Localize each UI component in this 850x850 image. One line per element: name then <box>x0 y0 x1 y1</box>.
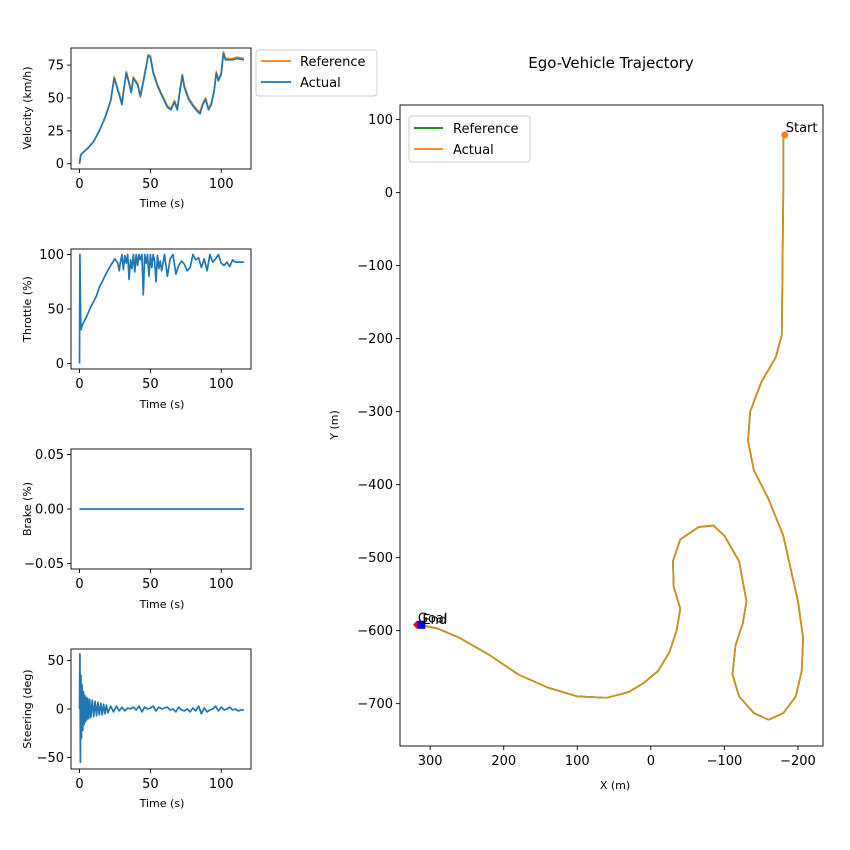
velocity-lines <box>78 51 245 164</box>
velocity-ylabel: Velocity (km/h) <box>21 67 34 150</box>
trajectory-ytick-label: −700 <box>357 697 393 712</box>
brake-xlabel: Time (s) <box>139 598 185 611</box>
brake-xtick-label: 0 <box>75 577 83 592</box>
steering-ytick-label: 0 <box>56 703 64 718</box>
annotation-start: Start <box>786 121 818 136</box>
velocity-xlabel: Time (s) <box>139 197 185 210</box>
velocity-legend: Reference Actual <box>255 49 378 97</box>
trajectory-series-reference <box>416 134 804 721</box>
trajectory-series-actual <box>416 134 804 721</box>
trajectory-xlabel: X (m) <box>600 779 630 792</box>
velocity-ytick-label: 75 <box>47 59 64 74</box>
steering-xlabel: Time (s) <box>139 797 185 810</box>
throttle-lines <box>78 253 244 364</box>
annotation-goal: Goal <box>418 611 448 626</box>
trajectory-ytick-label: −200 <box>357 332 393 347</box>
steering-panel: 0 50 100 −50 0 50 Time (s) Steering (deg) <box>21 648 252 810</box>
brake-ytick-label: 0.00 <box>35 503 64 518</box>
trajectory-ytick-label: 100 <box>368 113 393 128</box>
start-marker <box>781 131 789 139</box>
trajectory-xtick-label: −100 <box>707 754 743 769</box>
velocity-x-ticks: 0 50 100 <box>75 169 234 192</box>
throttle-panel: 0 50 100 0 50 100 Time (s) Throttle (%) <box>21 248 252 411</box>
trajectory-ytick-label: −500 <box>357 551 393 566</box>
steering-xtick-label: 100 <box>209 777 234 792</box>
steering-xtick-label: 50 <box>142 777 159 792</box>
trajectory-axes-frame <box>399 104 824 747</box>
velocity-xtick-label: 0 <box>75 177 83 192</box>
velocity-y-ticks: 0 25 50 75 <box>47 59 71 172</box>
trajectory-ytick-label: 0 <box>385 186 393 201</box>
velocity-legend-actual-label: Actual <box>300 76 341 91</box>
trajectory-ytick-label: −300 <box>357 405 393 420</box>
velocity-panel: 0 50 100 0 25 50 75 Time (s) Velocity (km/h) <box>21 47 252 210</box>
trajectory-x-ticks: 300 200 100 0 −100 −200 <box>418 746 816 769</box>
trajectory-panel: Ego-Vehicle Trajectory 300 200 100 0 −100 −20… <box>328 54 824 792</box>
brake-ytick-label: −0.05 <box>24 557 64 572</box>
velocity-xtick-label: 50 <box>142 177 159 192</box>
steering-xtick-label: 0 <box>75 777 83 792</box>
trajectory-legend: Reference Actual <box>408 115 531 163</box>
brake-xtick-label: 100 <box>209 577 234 592</box>
brake-ytick-label: 0.05 <box>35 448 64 463</box>
throttle-x-ticks: 0 50 100 <box>75 369 234 392</box>
steering-x-ticks: 0 50 100 <box>75 769 234 792</box>
trajectory-ytick-label: −400 <box>357 478 393 493</box>
throttle-xtick-label: 0 <box>75 377 83 392</box>
velocity-legend-reference-label: Reference <box>300 55 365 70</box>
trajectory-xtick-label: 300 <box>418 754 443 769</box>
velocity-axes-frame <box>70 47 252 170</box>
brake-panel: 0 50 100 −0.05 0.00 0.05 Time (s) Brake (%) <box>21 448 252 611</box>
trajectory-xtick-label: −200 <box>780 754 816 769</box>
end-marker <box>417 620 426 629</box>
trajectory-legend-actual-label: Actual <box>453 143 494 158</box>
brake-x-ticks: 0 50 100 <box>75 569 234 592</box>
velocity-series-reference <box>78 51 245 164</box>
trajectory-ytick-label: −600 <box>357 624 393 639</box>
throttle-ytick-label: 50 <box>47 303 64 318</box>
throttle-series-actual <box>78 253 244 364</box>
velocity-ytick-label: 25 <box>47 124 64 139</box>
throttle-xlabel: Time (s) <box>139 398 185 411</box>
brake-y-ticks: −0.05 0.00 0.05 <box>24 448 71 572</box>
steering-lines <box>78 652 244 764</box>
trajectory-y-ticks: 100 0 −100 −200 −300 −400 −500 −600 −700 <box>357 113 400 712</box>
throttle-ylabel: Throttle (%) <box>21 276 34 343</box>
trajectory-legend-reference-label: Reference <box>453 122 518 137</box>
trajectory-xtick-label: 200 <box>491 754 516 769</box>
throttle-xtick-label: 100 <box>209 377 234 392</box>
brake-ylabel: Brake (%) <box>21 482 34 536</box>
annotation-end: End <box>422 613 447 628</box>
trajectory-xtick-label: 0 <box>647 754 655 769</box>
velocity-series-actual <box>78 52 245 164</box>
trajectory-xtick-label: 100 <box>565 754 590 769</box>
steering-series-actual <box>78 652 244 764</box>
steering-y-ticks: −50 0 50 <box>37 654 71 766</box>
trajectory-lines <box>416 134 804 721</box>
velocity-ytick-label: 50 <box>47 91 64 106</box>
steering-ylabel: Steering (deg) <box>21 669 34 748</box>
brake-xtick-label: 50 <box>142 577 159 592</box>
throttle-ytick-label: 100 <box>39 248 64 263</box>
steering-ytick-label: 50 <box>47 654 64 669</box>
velocity-xtick-label: 100 <box>209 177 234 192</box>
trajectory-title: Ego-Vehicle Trajectory <box>528 54 694 72</box>
trajectory-ylabel: Y (m) <box>328 410 341 441</box>
throttle-ytick-label: 0 <box>56 357 64 372</box>
steering-ytick-label: −50 <box>37 751 64 766</box>
throttle-xtick-label: 50 <box>142 377 159 392</box>
velocity-ytick-label: 0 <box>56 157 64 172</box>
trajectory-ytick-label: −100 <box>357 259 393 274</box>
throttle-y-ticks: 0 50 100 <box>39 248 71 372</box>
